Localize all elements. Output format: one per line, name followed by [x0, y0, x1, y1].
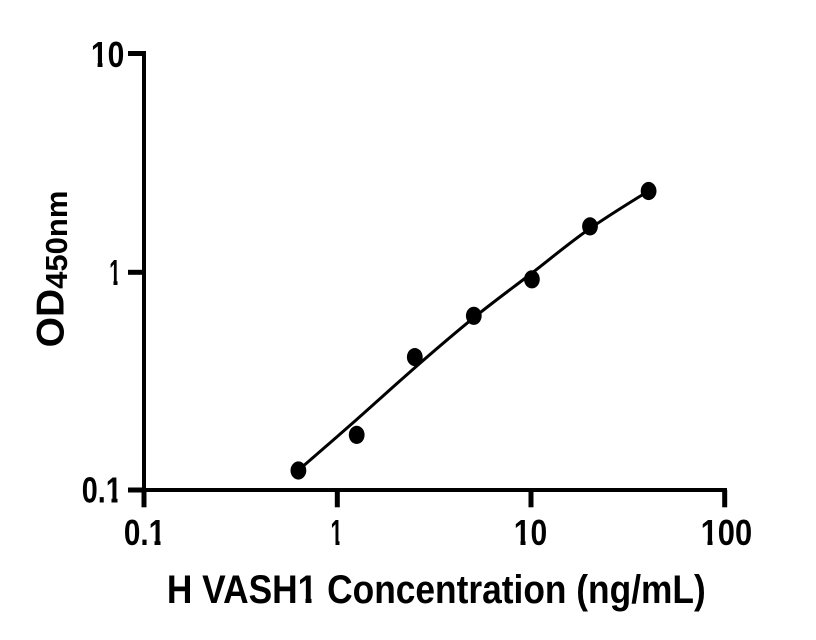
svg-text:100: 100 [701, 512, 753, 553]
svg-text:H VASH1 Concentration (ng/mL): H VASH1 Concentration (ng/mL) [167, 568, 706, 612]
svg-text:0.1: 0.1 [82, 469, 122, 510]
svg-text:1: 1 [109, 252, 120, 293]
svg-text:10: 10 [514, 512, 547, 553]
svg-text:10: 10 [91, 34, 124, 75]
svg-text:1: 1 [331, 512, 343, 553]
svg-text:0.1: 0.1 [124, 512, 165, 553]
